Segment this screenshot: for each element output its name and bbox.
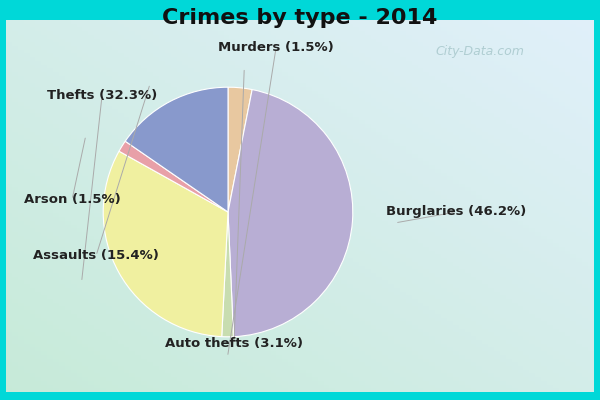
Text: Murders (1.5%): Murders (1.5%) xyxy=(218,42,334,54)
Wedge shape xyxy=(119,141,228,212)
Text: Auto thefts (3.1%): Auto thefts (3.1%) xyxy=(165,338,303,350)
Text: Burglaries (46.2%): Burglaries (46.2%) xyxy=(386,206,526,218)
Text: Arson (1.5%): Arson (1.5%) xyxy=(23,194,121,206)
Wedge shape xyxy=(125,87,228,212)
Text: Thefts (32.3%): Thefts (32.3%) xyxy=(47,90,157,102)
Wedge shape xyxy=(228,87,252,212)
Text: City-Data.com: City-Data.com xyxy=(436,46,524,58)
Wedge shape xyxy=(103,151,228,337)
Wedge shape xyxy=(222,212,233,337)
Wedge shape xyxy=(228,90,353,337)
Text: Assaults (15.4%): Assaults (15.4%) xyxy=(33,250,159,262)
Text: Crimes by type - 2014: Crimes by type - 2014 xyxy=(163,8,437,28)
